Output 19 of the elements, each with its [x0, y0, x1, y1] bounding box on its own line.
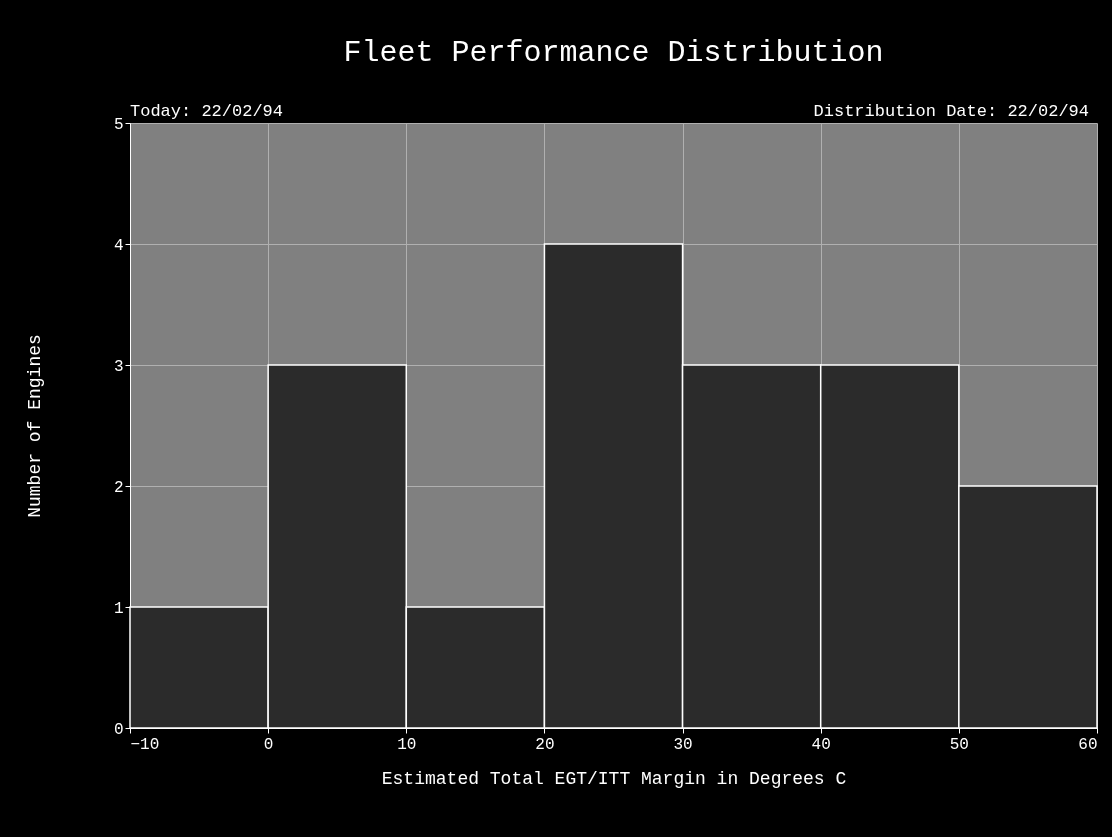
chart-title: Fleet Performance Distribution	[343, 36, 884, 70]
y-axis-title: Number of Engines	[24, 334, 45, 518]
x-tick-label: 40	[811, 735, 831, 754]
text: Distribution Date: 22/02/94	[813, 102, 1089, 121]
x-tick-label: 0	[263, 735, 274, 754]
y-tick-label: 0	[113, 720, 124, 739]
y-tick-label: 1	[113, 599, 124, 618]
text: Today: 22/02/94	[130, 102, 284, 121]
y-tick-label: 2	[113, 478, 124, 497]
x-axis-title: Estimated Total EGT/ITT Margin in Degrees C	[381, 768, 847, 789]
y-tick-label: 5	[113, 115, 124, 134]
x-tick-label: −10	[130, 735, 160, 754]
y-tick-label: 4	[113, 236, 124, 255]
x-tick-label: 10	[397, 735, 417, 754]
x-tick-label: 20	[535, 735, 555, 754]
x-tick-label: 30	[673, 735, 693, 754]
y-tick-label: 3	[113, 357, 124, 376]
x-tick-label: 60	[1078, 735, 1098, 754]
x-tick-label: 50	[949, 735, 969, 754]
